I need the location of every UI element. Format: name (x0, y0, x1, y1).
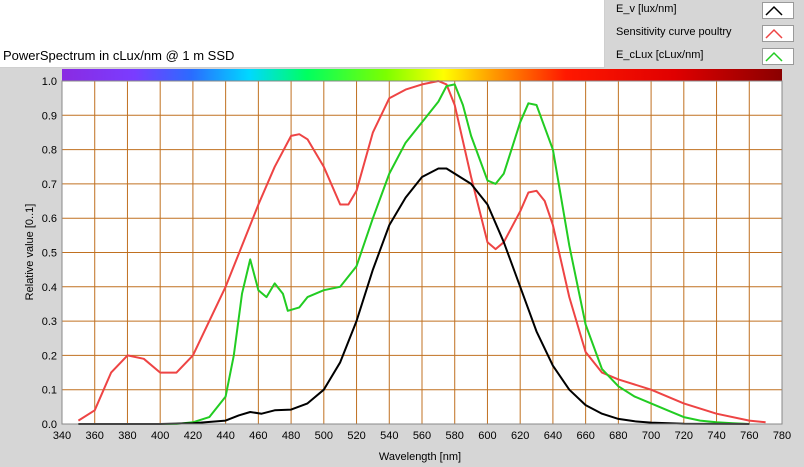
x-tick-label: 720 (675, 430, 693, 442)
legend-label-eclux: E_cLux [cLux/nm] (616, 49, 704, 61)
x-tick-label: 480 (282, 430, 300, 442)
chart-title: PowerSpectrum in cLux/nm @ 1 m SSD (3, 48, 235, 63)
y-axis-label: Relative value [0..1] (24, 204, 36, 301)
series-line-1 (77, 80, 766, 424)
legend-line-eclux-icon (765, 51, 783, 62)
spectrum-bar (62, 69, 782, 81)
legend-label-ev: E_v [lux/nm] (616, 3, 677, 15)
x-tick-label: 680 (609, 430, 627, 442)
x-tick-label: 780 (773, 430, 791, 442)
x-axis-ticks: 340 360 380 400 420 440 460 480 500 520 540 560 580 6… (53, 430, 791, 442)
x-tick-label: 640 (544, 430, 562, 442)
x-tick-label: 740 (707, 430, 725, 442)
legend-swatch-poultry[interactable] (762, 25, 794, 42)
legend-swatch-eclux[interactable] (762, 48, 794, 65)
x-tick-label: 440 (216, 430, 234, 442)
legend-line-ev-icon (765, 5, 783, 16)
y-tick-label: 0.0 (42, 419, 57, 431)
series-line-2 (78, 83, 750, 425)
x-tick-label: 600 (478, 430, 496, 442)
x-axis-label: Wavelength [nm] (379, 451, 461, 463)
y-tick-label: 0.9 (42, 110, 57, 122)
x-tick-label: 560 (413, 430, 431, 442)
y-tick-label: 0.1 (42, 385, 57, 397)
legend-swatch-ev[interactable] (762, 2, 794, 19)
legend-item-poultry[interactable]: Sensitivity curve poultry (610, 23, 804, 44)
x-tick-label: 420 (184, 430, 202, 442)
x-tick-label: 460 (249, 430, 267, 442)
x-tick-label: 620 (511, 430, 529, 442)
y-tick-label: 0.7 (42, 179, 57, 191)
series-line-0 (78, 167, 750, 425)
y-tick-label: 0.4 (42, 282, 57, 294)
x-tick-label: 500 (315, 430, 333, 442)
y-tick-label: 0.3 (42, 316, 57, 328)
legend-item-ev[interactable]: E_v [lux/nm] (610, 0, 804, 21)
y-tick-label: 0.6 (42, 213, 57, 225)
x-tick-label: 400 (151, 430, 169, 442)
legend-label-poultry: Sensitivity curve poultry (616, 26, 732, 38)
x-tick-label: 520 (347, 430, 365, 442)
x-tick-label: 760 (740, 430, 758, 442)
y-tick-label: 0.5 (42, 248, 57, 260)
y-tick-label: 0.8 (42, 145, 57, 157)
chart-title-panel: PowerSpectrum in cLux/nm @ 1 m SSD (0, 0, 605, 68)
y-axis-ticks: 0.0 0.1 0.2 0.3 0.4 0.5 0.6 0.7 0.8 0.9 1.0 (42, 76, 57, 431)
x-tick-label: 360 (86, 430, 104, 442)
x-tick-label: 580 (446, 430, 464, 442)
legend-item-eclux[interactable]: E_cLux [cLux/nm] (610, 46, 804, 67)
y-tick-label: 1.0 (42, 76, 57, 88)
grid (61, 80, 783, 425)
x-tick-label: 380 (118, 430, 136, 442)
x-tick-label: 540 (380, 430, 398, 442)
x-tick-label: 700 (642, 430, 660, 442)
y-tick-label: 0.2 (42, 350, 57, 362)
x-tick-label: 340 (53, 430, 71, 442)
plot-frame (61, 80, 783, 425)
legend[interactable]: E_v [lux/nm] Sensitivity curve poultry E… (610, 0, 804, 67)
legend-line-poultry-icon (765, 28, 783, 39)
series-lines (77, 80, 766, 425)
x-tick-label: 660 (576, 430, 594, 442)
